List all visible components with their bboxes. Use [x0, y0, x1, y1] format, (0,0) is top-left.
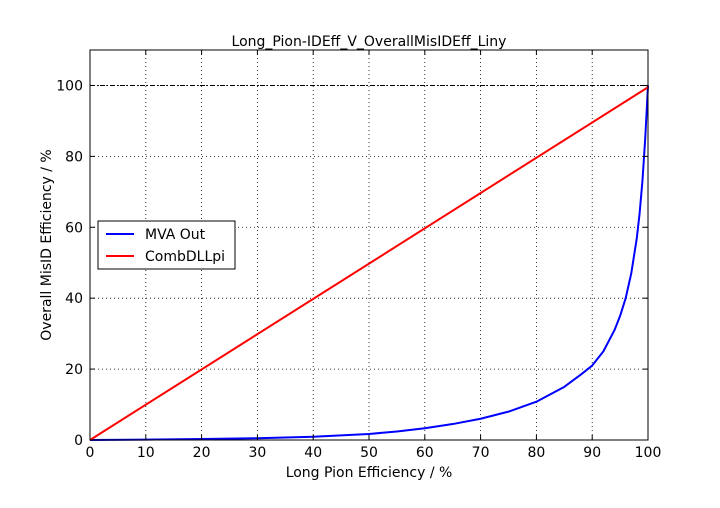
y-tick-label: 0 — [74, 433, 83, 449]
legend: MVA Out CombDLLpi — [97, 220, 236, 270]
legend-label-combdllpi: CombDLLpi — [145, 249, 225, 265]
x-tick-label: 60 — [416, 445, 434, 461]
y-tick-label: 20 — [65, 362, 83, 378]
x-tick-label: 50 — [360, 445, 378, 461]
x-tick-label: 70 — [472, 445, 490, 461]
x-tick-label: 90 — [583, 445, 601, 461]
x-tick-label: 80 — [527, 445, 545, 461]
y-tick-label: 40 — [65, 291, 83, 307]
x-tick-label: 20 — [193, 445, 211, 461]
series-line-combdllpi — [89, 86, 649, 441]
x-tick-label: 100 — [635, 445, 662, 461]
y-axis-label: Overall MisID Efficiency / % — [39, 149, 55, 340]
legend-box — [97, 220, 236, 270]
x-tick-label: 30 — [248, 445, 266, 461]
x-tick-label: 10 — [137, 445, 155, 461]
y-tick-label: 60 — [65, 220, 83, 236]
x-axis-label: Long Pion Efficiency / % — [286, 465, 453, 481]
axis-ticks: 0 10 20 30 40 50 60 70 80 90 100 0 20 40 60 80 100 — [56, 50, 661, 461]
x-tick-label: 0 — [86, 445, 95, 461]
legend-label-mva-out: MVA Out — [145, 227, 206, 243]
x-tick-label: 40 — [304, 445, 322, 461]
chart-title: Long_Pion-IDEff_V_OverallMisIDEff_Liny — [232, 34, 507, 50]
y-tick-label: 80 — [65, 149, 83, 165]
y-tick-label: 100 — [56, 78, 83, 94]
